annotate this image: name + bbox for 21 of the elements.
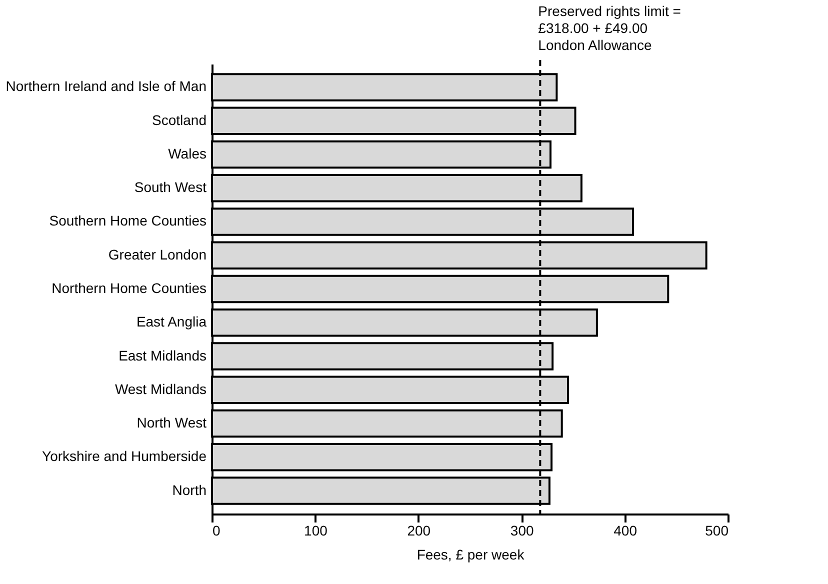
y-tick-label: North West (136, 414, 207, 431)
y-tick-label: Southern Home Counties (49, 212, 206, 229)
y-tick-label: West Midlands (114, 380, 206, 397)
x-tick-label: 0 (212, 522, 220, 538)
x-axis-title: Fees, £ per week (416, 546, 526, 562)
x-tick-label: 500 (705, 522, 729, 538)
ref-line-label: Preserved rights limit = £318.00 + £49.00 London Allowance (538, 3, 681, 53)
y-tick-label: Wales (168, 145, 206, 162)
y-tick-label: Greater London (108, 246, 206, 262)
x-tick-label: 200 (407, 522, 431, 538)
y-tick-label: Northern Ireland and Isle of Man (6, 78, 206, 94)
y-tick-label: East Anglia (136, 314, 207, 330)
y-tick-label: Yorkshire and Humberside (42, 448, 207, 464)
x-tick-label: 100 (304, 522, 328, 538)
y-tick-label: South West (134, 179, 207, 196)
y-tick-label: North (172, 482, 206, 498)
y-tick-label: Scotland (152, 112, 206, 128)
x-tick-label: 400 (614, 522, 638, 538)
y-tick-label: East Midlands (118, 347, 206, 364)
x-tick-label: 300 (510, 522, 534, 538)
y-tick-label: Northern Home Counties (52, 280, 206, 296)
